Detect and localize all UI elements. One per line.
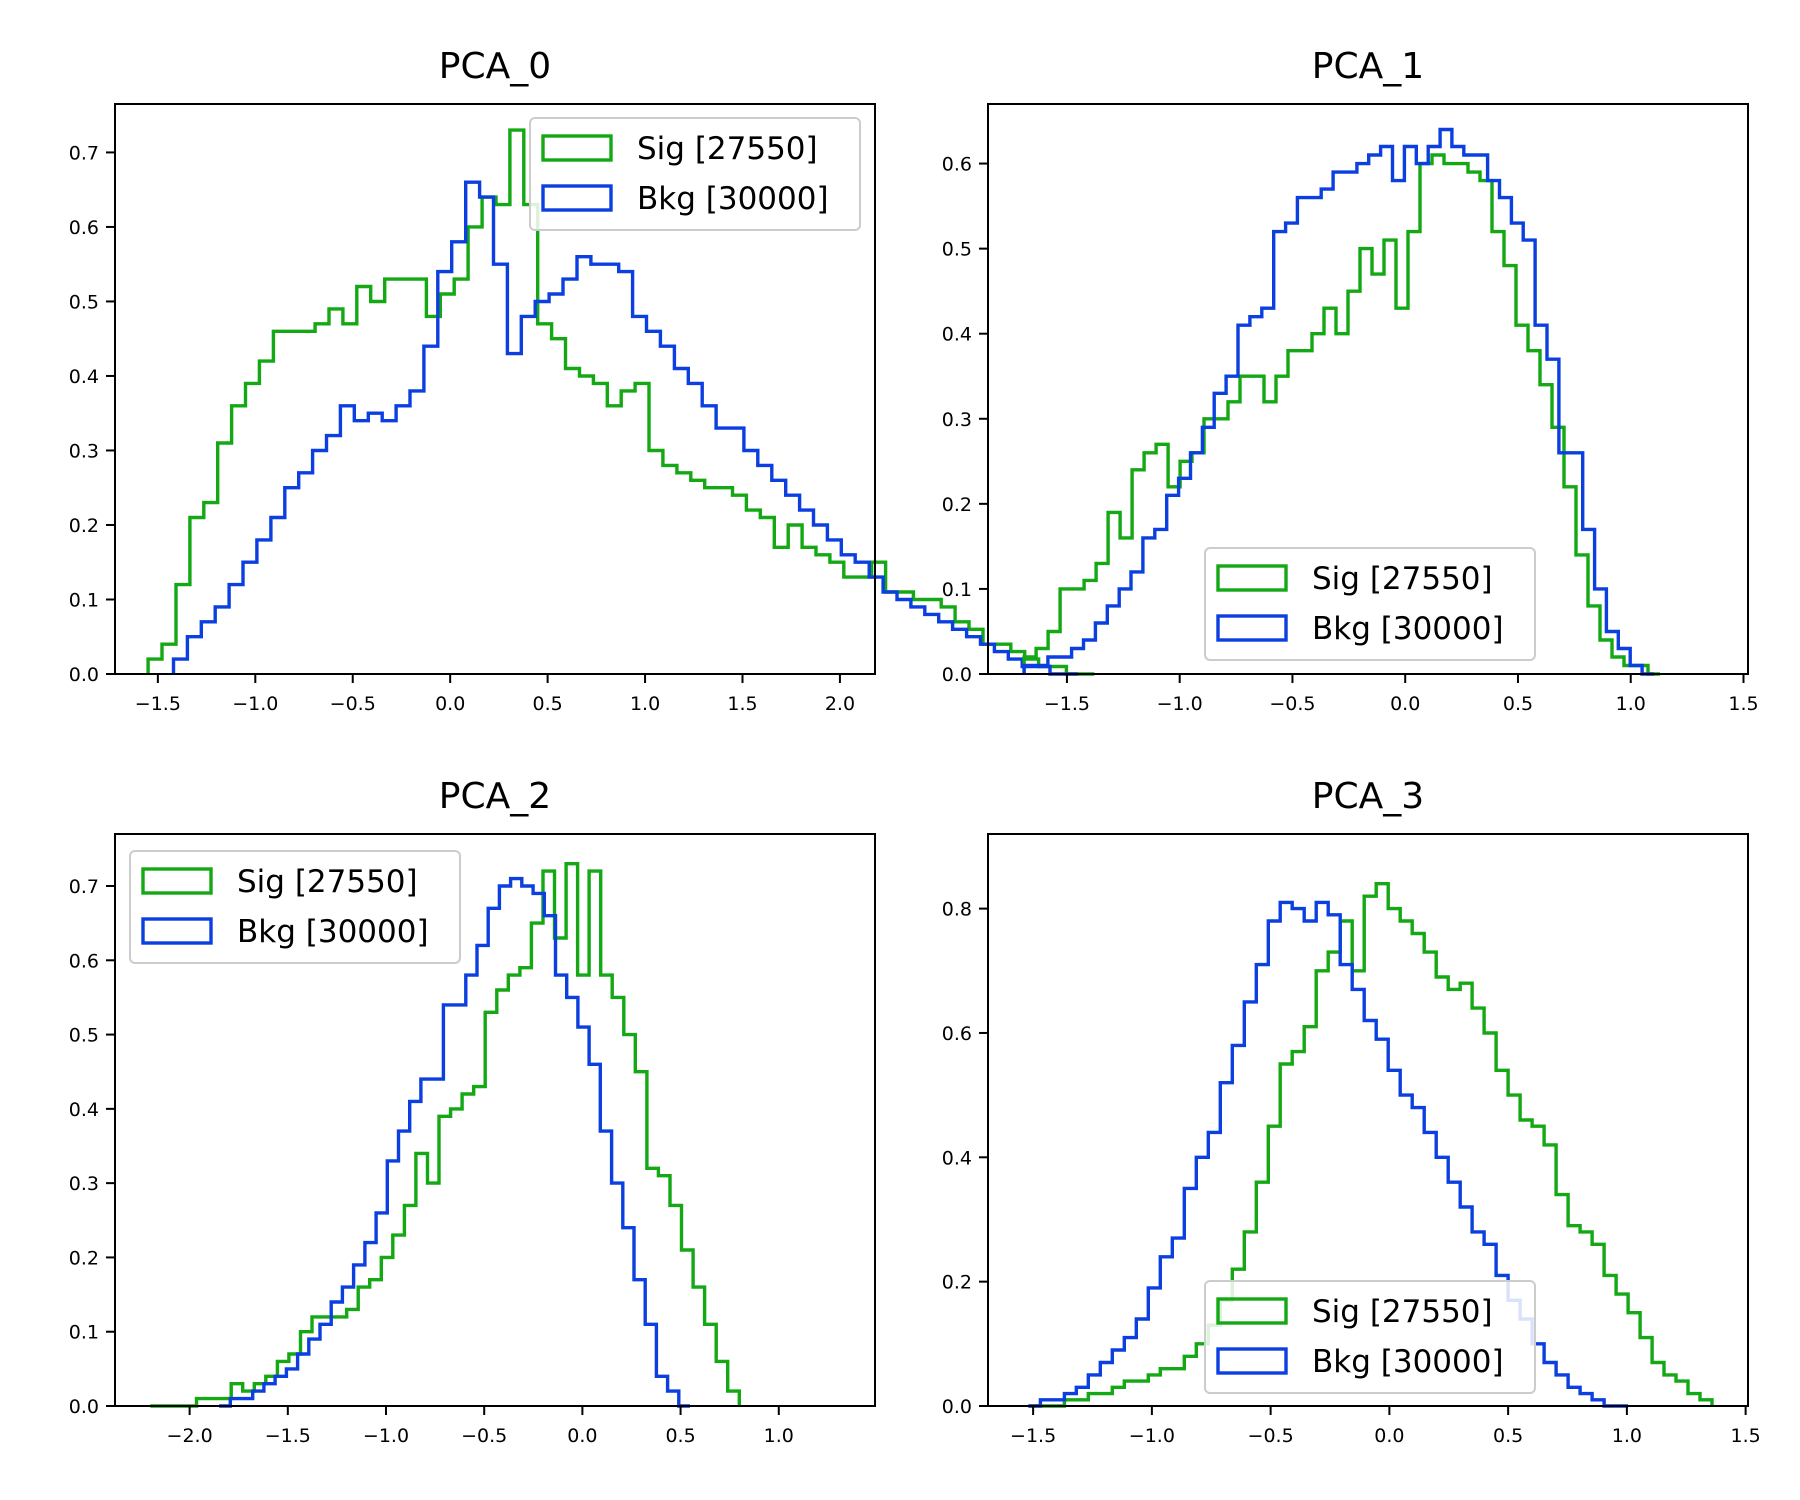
subplot-3: PCA_3 −1.5 −1.0 −0.5 0.0 0.5 1.0 1.5 0.0 0.2 0.4 0.… — [942, 776, 1761, 1447]
x-tick-label: −0.5 — [461, 1425, 507, 1447]
subplot-0: PCA_0 −1.5 −1.0 −0.5 0.0 0.5 1.0 1.5 2.0 0.0 0.1 0.… — [69, 46, 1095, 715]
legend-label: Sig [27550] — [1312, 561, 1493, 597]
x-tick-label: −1.5 — [1044, 693, 1090, 715]
x-tick-label: −1.5 — [135, 693, 181, 715]
bkg-legend-swatch — [141, 917, 213, 945]
y-tick-label: 0.6 — [69, 950, 99, 972]
bkg-histogram-line — [1022, 127, 1654, 676]
x-tick-label: −1.0 — [232, 693, 278, 715]
y-tick-label: 0.6 — [942, 1023, 972, 1045]
x-tick-label: 1.0 — [630, 693, 660, 715]
x-tick-label: −2.0 — [167, 1425, 213, 1447]
x-tick-label: 1.0 — [764, 1425, 794, 1447]
y-tick-label: 0.0 — [942, 1396, 972, 1418]
y-tick-label: 0.2 — [942, 1272, 972, 1294]
legend-label: Sig [27550] — [637, 131, 818, 167]
y-tick-label: 0.6 — [69, 217, 99, 239]
sig-legend-swatch — [141, 867, 213, 895]
y-tick-label: 0.1 — [942, 579, 972, 601]
axes-frame — [114, 833, 876, 1407]
y-tick-label: 0.2 — [69, 1247, 99, 1269]
x-tick-label: 0.5 — [1493, 1425, 1523, 1447]
x-tick-label: −1.5 — [1010, 1425, 1056, 1447]
x-tick-label: 0.0 — [567, 1425, 597, 1447]
y-tick-label: 0.3 — [942, 409, 972, 431]
legend-label: Sig [27550] — [237, 864, 418, 900]
y-tick-label: 0.0 — [69, 1396, 99, 1418]
x-tick-label: −1.0 — [363, 1425, 409, 1447]
y-tick-label: 0.5 — [69, 291, 99, 313]
legend-label: Bkg [30000] — [637, 181, 829, 217]
y-tick-label: 0.2 — [69, 515, 99, 537]
y-tick-label: 0.4 — [942, 1147, 972, 1169]
x-tick-label: 0.5 — [533, 693, 563, 715]
bkg-legend-swatch — [541, 184, 613, 212]
y-tick-label: 0.3 — [69, 440, 99, 462]
subplot-title: PCA_3 — [1312, 776, 1424, 817]
legend-label: Bkg [30000] — [1312, 611, 1504, 647]
legend-label: Bkg [30000] — [1312, 1344, 1504, 1380]
y-tick-label: 0.0 — [942, 664, 972, 686]
legend-label: Sig [27550] — [1312, 1294, 1493, 1330]
y-tick-label: 0.4 — [942, 324, 972, 346]
y-tick-label: 0.4 — [69, 1099, 99, 1121]
legend-label: Bkg [30000] — [237, 914, 429, 950]
x-tick-label: −1.5 — [265, 1425, 311, 1447]
sig-histogram-line — [1022, 153, 1660, 676]
y-tick-label: 0.2 — [942, 494, 972, 516]
axes-frame — [987, 833, 1749, 1407]
x-tick-label: −0.5 — [1269, 693, 1315, 715]
y-tick-label: 0.0 — [69, 664, 99, 686]
x-tick-label: 1.0 — [1612, 1425, 1642, 1447]
y-tick-label: 0.1 — [69, 1322, 99, 1344]
sig-legend-swatch — [1216, 1297, 1288, 1325]
x-tick-label: 0.0 — [1390, 693, 1420, 715]
x-tick-label: 1.5 — [727, 693, 757, 715]
y-tick-label: 0.1 — [69, 589, 99, 611]
axes-frame — [987, 103, 1749, 675]
bkg-histogram-line — [219, 876, 690, 1408]
sig-histogram-line — [1028, 882, 1714, 1408]
subplot-title: PCA_1 — [1312, 46, 1424, 87]
x-tick-label: 0.0 — [1374, 1425, 1404, 1447]
axes-frame — [114, 103, 876, 675]
y-tick-label: 0.6 — [942, 154, 972, 176]
x-tick-label: 0.5 — [665, 1425, 695, 1447]
x-tick-label: −0.5 — [330, 693, 376, 715]
sig-legend-swatch — [541, 134, 613, 162]
subplot-title: PCA_0 — [439, 46, 551, 87]
subplot-1: PCA_1 −1.5 −1.0 −0.5 0.0 0.5 1.0 1.5 0.0 0.1 0.2 0.… — [942, 46, 1759, 715]
bkg-histogram-line — [171, 180, 1078, 676]
subplot-2: PCA_2 −2.0 −1.5 −1.0 −0.5 0.0 0.5 1.0 0.0 0.1 0.2 0… — [69, 776, 876, 1447]
x-tick-label: 0.0 — [435, 693, 465, 715]
subplot-title: PCA_2 — [439, 776, 551, 817]
bkg-legend-swatch — [1216, 614, 1288, 642]
sig-legend-swatch — [1216, 564, 1288, 592]
x-tick-label: 0.5 — [1503, 693, 1533, 715]
y-tick-label: 0.7 — [69, 142, 99, 164]
bkg-legend-swatch — [1216, 1347, 1288, 1375]
y-tick-label: 0.4 — [69, 366, 99, 388]
y-tick-label: 0.5 — [942, 239, 972, 261]
x-tick-label: 1.0 — [1616, 693, 1646, 715]
x-tick-label: −1.0 — [1157, 693, 1203, 715]
y-tick-label: 0.5 — [69, 1025, 99, 1047]
x-tick-label: 2.0 — [825, 693, 855, 715]
x-tick-label: 1.5 — [1731, 1425, 1761, 1447]
x-tick-label: −0.5 — [1248, 1425, 1294, 1447]
y-tick-label: 0.7 — [69, 876, 99, 898]
x-tick-label: 1.5 — [1728, 693, 1758, 715]
y-tick-label: 0.8 — [942, 899, 972, 921]
x-tick-label: −1.0 — [1129, 1425, 1175, 1447]
y-tick-label: 0.3 — [69, 1173, 99, 1195]
sig-histogram-line — [146, 128, 1095, 676]
